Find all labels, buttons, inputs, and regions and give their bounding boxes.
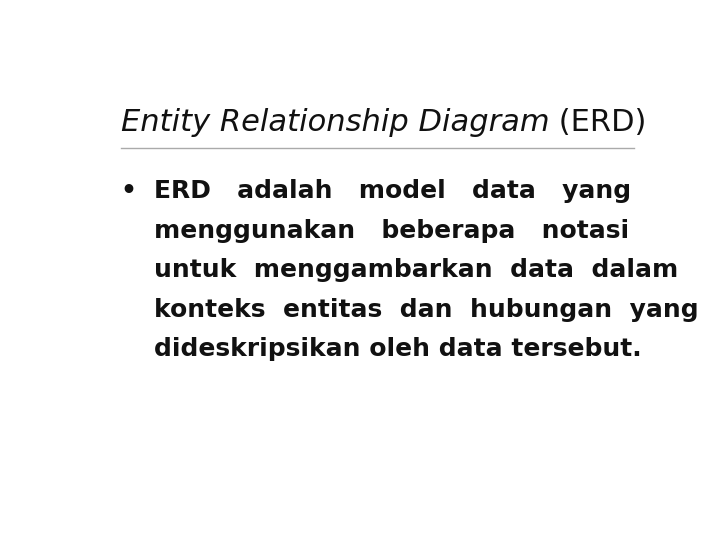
Text: dideskripsikan oleh data tersebut.: dideskripsikan oleh data tersebut. — [154, 337, 642, 361]
Text: konteks  entitas  dan  hubungan  yang: konteks entitas dan hubungan yang — [154, 298, 699, 322]
Text: (ERD): (ERD) — [549, 109, 647, 138]
Text: Entity Relationship Diagram: Entity Relationship Diagram — [121, 109, 549, 138]
Text: menggunakan   beberapa   notasi: menggunakan beberapa notasi — [154, 219, 629, 242]
Text: untuk  menggambarkan  data  dalam: untuk menggambarkan data dalam — [154, 258, 678, 282]
Text: •: • — [121, 179, 137, 203]
Text: ERD   adalah   model   data   yang: ERD adalah model data yang — [154, 179, 631, 203]
